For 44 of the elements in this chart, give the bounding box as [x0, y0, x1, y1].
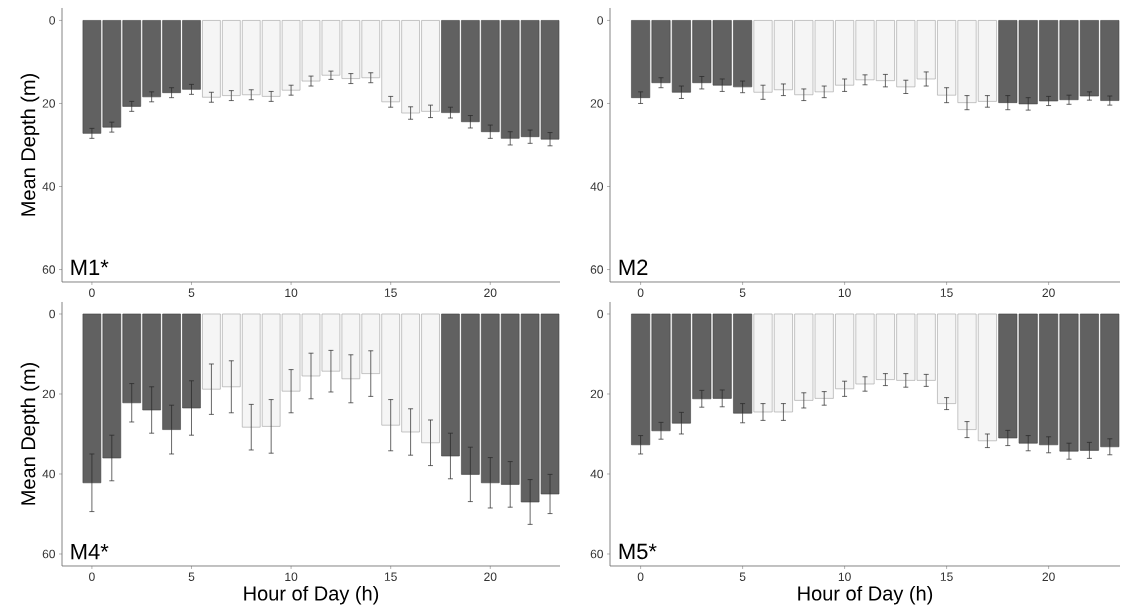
y-tick-label: 40 — [590, 182, 604, 191]
x-tick-label: 5 — [739, 572, 746, 581]
x-tick-label: 0 — [89, 288, 95, 298]
x-tick-label: 10 — [285, 572, 298, 582]
y-tick-label: 40 — [590, 469, 604, 479]
x-tick-label: 15 — [384, 288, 397, 297]
x-tick-label: 20 — [484, 288, 497, 298]
x-tick-label: 20 — [1042, 572, 1055, 582]
annotation: M5* — [619, 543, 657, 560]
x-tick-label: 15 — [940, 288, 953, 297]
y-tick-label: 20 — [42, 389, 56, 399]
y-tick-label: 40 — [42, 469, 56, 479]
x-tick-label: 20 — [484, 572, 497, 582]
y-axis-title: Mean Depth (m) — [20, 74, 40, 216]
x-tick-label: 15 — [384, 572, 397, 581]
annotation: M2 — [619, 259, 648, 275]
y-tick-label: 20 — [590, 389, 604, 399]
y-tick-label: 0 — [49, 16, 56, 25]
y-tick-label: 0 — [597, 16, 604, 25]
x-tick-label: 20 — [1042, 288, 1055, 298]
x-tick-label: 5 — [188, 572, 195, 581]
x-axis-title: Hour of Day (h) — [798, 585, 933, 605]
y-tick-label: 40 — [42, 182, 56, 191]
x-tick-label: 0 — [637, 288, 644, 298]
y-tick-label: 20 — [42, 99, 56, 108]
y-tick-label: 0 — [49, 309, 56, 319]
x-tick-label: 5 — [739, 288, 746, 297]
y-tick-label: 60 — [42, 265, 56, 274]
x-tick-label: 10 — [838, 288, 851, 298]
x-tick-label: 0 — [89, 572, 95, 582]
y-tick-label: 60 — [42, 549, 56, 559]
x-tick-label: 5 — [188, 288, 195, 297]
annotation: M1* — [71, 259, 109, 275]
x-tick-label: 10 — [285, 288, 298, 298]
y-tick-label: 0 — [597, 309, 604, 319]
y-tick-label: 20 — [590, 99, 604, 108]
y-tick-label: 60 — [590, 549, 604, 559]
annotation: M4* — [71, 544, 109, 560]
y-axis-title: Mean Depth (m) — [20, 363, 40, 505]
x-tick-label: 15 — [940, 572, 953, 581]
x-axis-title: Hour of Day (h) — [244, 585, 379, 605]
y-tick-label: 60 — [590, 265, 604, 274]
x-tick-label: 0 — [637, 572, 644, 582]
x-tick-label: 10 — [838, 572, 851, 582]
